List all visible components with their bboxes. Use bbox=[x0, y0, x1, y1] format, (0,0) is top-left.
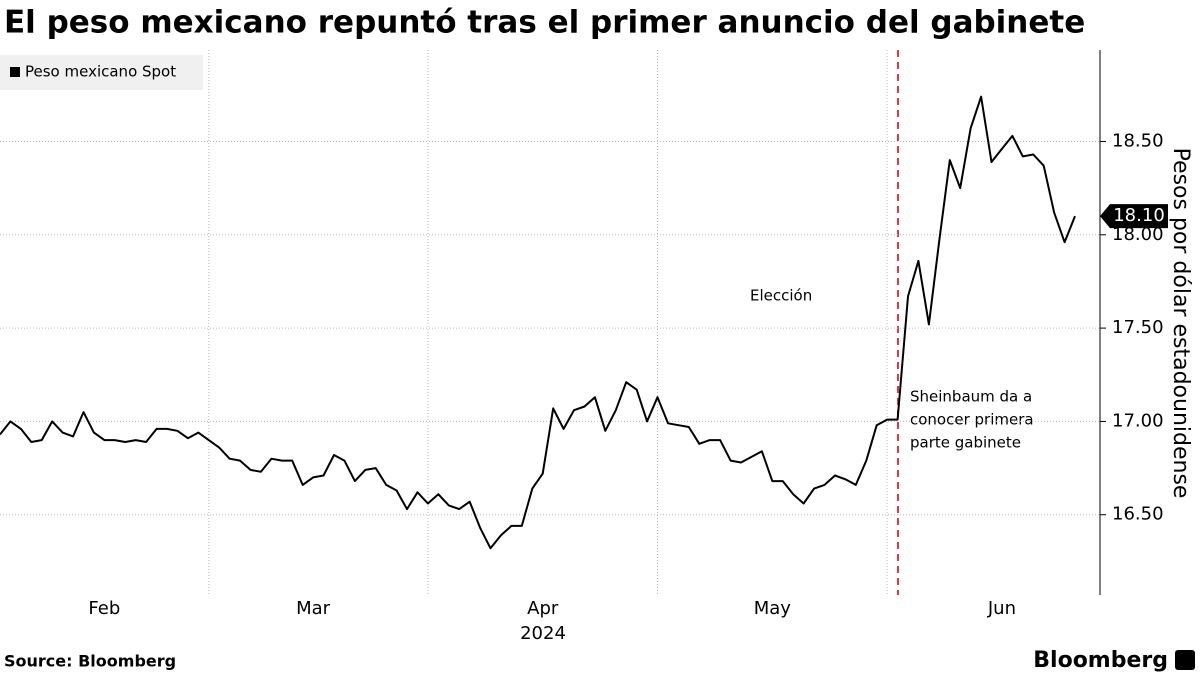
legend-box bbox=[0, 55, 203, 90]
annotation: Sheinbaum da a bbox=[910, 388, 1032, 406]
x-tick-label: Mar bbox=[296, 598, 331, 619]
source: Source: Bloomberg bbox=[4, 652, 176, 671]
y-tick-label: 18.00 bbox=[1112, 224, 1164, 245]
x-tick-label: May bbox=[754, 598, 792, 619]
line-series bbox=[0, 95, 1076, 550]
annotation: conocer primera bbox=[910, 411, 1034, 429]
legend-label: Peso mexicano Spot bbox=[25, 63, 176, 81]
value-label: 18.10 bbox=[1113, 205, 1165, 226]
x-tick-label: Jun bbox=[987, 598, 1016, 619]
y-tick-label: 17.00 bbox=[1112, 410, 1164, 431]
y-axis-title: Pesos por dólar estadounidense bbox=[1168, 148, 1193, 499]
x-year-label: 2024 bbox=[520, 623, 566, 644]
annotation: Elección bbox=[750, 287, 812, 305]
brand-icon bbox=[1175, 650, 1195, 670]
y-tick-label: 18.50 bbox=[1112, 130, 1164, 151]
chart-title: El peso mexicano repuntó tras el primer … bbox=[4, 5, 1085, 41]
value-callout bbox=[1100, 204, 1168, 229]
legend-swatch bbox=[10, 67, 20, 77]
y-tick-label: 16.50 bbox=[1112, 504, 1164, 525]
annotation: parte gabinete bbox=[910, 434, 1021, 452]
brand-logo: Bloomberg bbox=[1033, 648, 1168, 673]
y-tick-label: 17.50 bbox=[1112, 317, 1164, 338]
x-tick-label: Apr bbox=[527, 598, 559, 619]
x-tick-label: Feb bbox=[88, 598, 120, 619]
